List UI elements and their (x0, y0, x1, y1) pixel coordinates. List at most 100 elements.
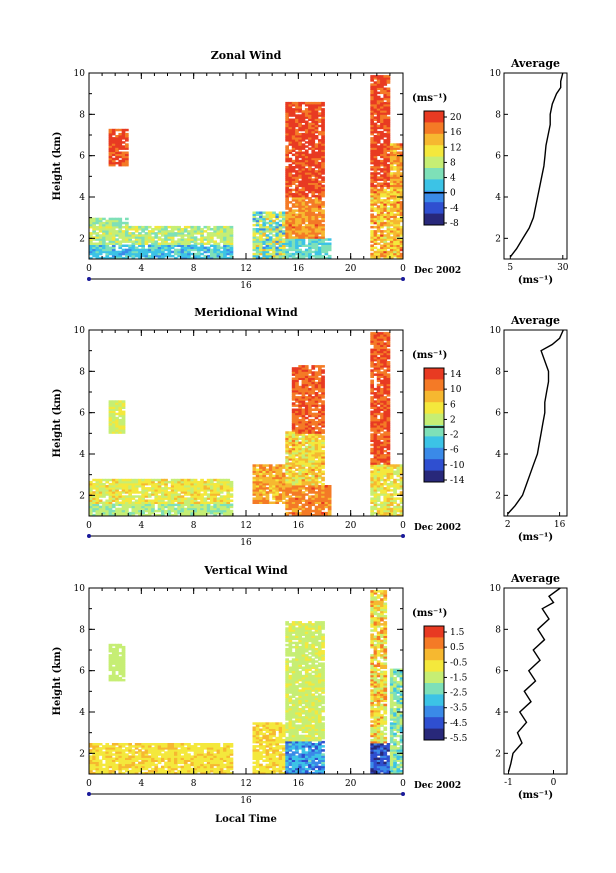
heatmap-cell (389, 207, 394, 210)
heatmap-cell (259, 482, 263, 486)
heatmap-cell (370, 246, 374, 250)
heatmap-cell (295, 499, 299, 502)
heatmap-cell (295, 248, 299, 252)
heatmap-cell (295, 174, 299, 177)
heatmap-cell (259, 230, 263, 233)
heatmap-cell (288, 254, 293, 258)
heatmap-cell (147, 495, 152, 498)
heatmap-cell (291, 147, 296, 150)
date-label: Dec 2002 (414, 266, 461, 276)
heatmap-cell (389, 188, 394, 192)
heatmap-cell (108, 246, 113, 250)
heatmap-cell (376, 120, 381, 123)
heatmap-cell (380, 236, 384, 239)
heatmap-cell (399, 482, 404, 486)
heatmap-cell (370, 389, 374, 393)
heatmap-cell (386, 342, 391, 345)
heatmap-cell (115, 513, 119, 517)
heatmap-cell (370, 87, 374, 90)
heatmap-cell (255, 223, 260, 227)
heatmap-cell (321, 441, 325, 445)
heatmap-cell (125, 230, 129, 233)
heatmap-cell (314, 513, 319, 517)
heatmap-cell (321, 147, 325, 150)
heatmap-cell (301, 199, 306, 202)
heatmap-cell (252, 230, 257, 233)
heatmap-cell (318, 474, 322, 478)
heatmap-cell (370, 447, 374, 451)
heatmap-cell (193, 513, 198, 517)
heatmap-cell (108, 163, 113, 167)
heatmap-cell (321, 254, 325, 258)
heatmap-cell (147, 246, 152, 250)
heatmap-cell (383, 176, 388, 179)
heatmap-cell (386, 377, 391, 380)
heatmap-cell (311, 240, 316, 243)
heatmap-cell (373, 252, 378, 256)
heatmap-cell (206, 250, 211, 254)
heatmap-cell (373, 425, 378, 428)
heatmap-cell (108, 478, 113, 482)
heatmap-cell (115, 497, 119, 500)
heatmap-cell (108, 238, 113, 241)
heatmap-cell (121, 256, 126, 260)
heatmap-cell (383, 418, 388, 422)
heatmap-cell (383, 509, 388, 513)
heatmap-cell (111, 163, 116, 167)
heatmap-cell (206, 503, 211, 507)
heatmap-cell (311, 234, 316, 237)
heatmap-cell (272, 252, 276, 256)
heatmap-cell (144, 507, 149, 511)
heatmap-cell (170, 505, 175, 509)
heatmap-cell (304, 205, 309, 208)
heatmap-cell (210, 236, 214, 239)
heatmap-cell (301, 126, 306, 130)
heatmap-cell (308, 487, 312, 490)
heatmap-cell (295, 371, 299, 374)
heatmap-cell (285, 511, 289, 515)
heatmap-cell (389, 205, 394, 208)
day-bar-end-marker (401, 534, 405, 538)
heatmap-cell (121, 151, 126, 154)
heatmap-cell (373, 250, 378, 254)
heatmap-cell (121, 157, 126, 161)
heatmap-cell (311, 116, 316, 119)
heatmap-cell (295, 454, 299, 457)
heatmap-cell (373, 93, 378, 97)
heatmap-cell (170, 489, 175, 492)
heatmap-cell (318, 439, 322, 442)
heatmap-cell (308, 139, 312, 142)
heatmap-cell (373, 485, 378, 488)
heatmap-cell (308, 387, 312, 391)
heatmap-cell (386, 234, 391, 237)
heatmap-cell (301, 412, 306, 416)
heatmap-cell (314, 223, 319, 227)
heatmap-cell (383, 410, 388, 414)
heatmap-cell (396, 184, 401, 188)
heatmap-cell (121, 141, 126, 144)
heatmap-cell (151, 242, 155, 245)
heatmap-cell (102, 236, 106, 239)
heatmap-cell (265, 501, 270, 504)
heatmap-cell (278, 242, 283, 245)
heatmap-cell (389, 211, 394, 214)
heatmap-cell (157, 250, 162, 254)
heatmap-cell (95, 487, 100, 490)
heatmap-cell (321, 130, 325, 134)
heatmap-cell (386, 219, 391, 223)
heatmap-cell (308, 186, 312, 190)
heatmap-cell (157, 244, 162, 247)
heatmap-cell (389, 163, 394, 167)
heatmap-cell (278, 254, 283, 258)
heatmap-cell (399, 507, 404, 511)
heatmap-cell (399, 509, 404, 513)
heatmap-cell (308, 157, 312, 161)
heatmap-cell (396, 507, 401, 511)
heatmap-cell (314, 190, 319, 194)
heatmap-cell (268, 236, 273, 239)
heatmap-cell (118, 155, 123, 159)
heatmap-cell (308, 190, 312, 194)
heatmap-cell (376, 495, 381, 498)
heatmap-cell (386, 217, 391, 221)
heatmap-cell (196, 250, 201, 254)
